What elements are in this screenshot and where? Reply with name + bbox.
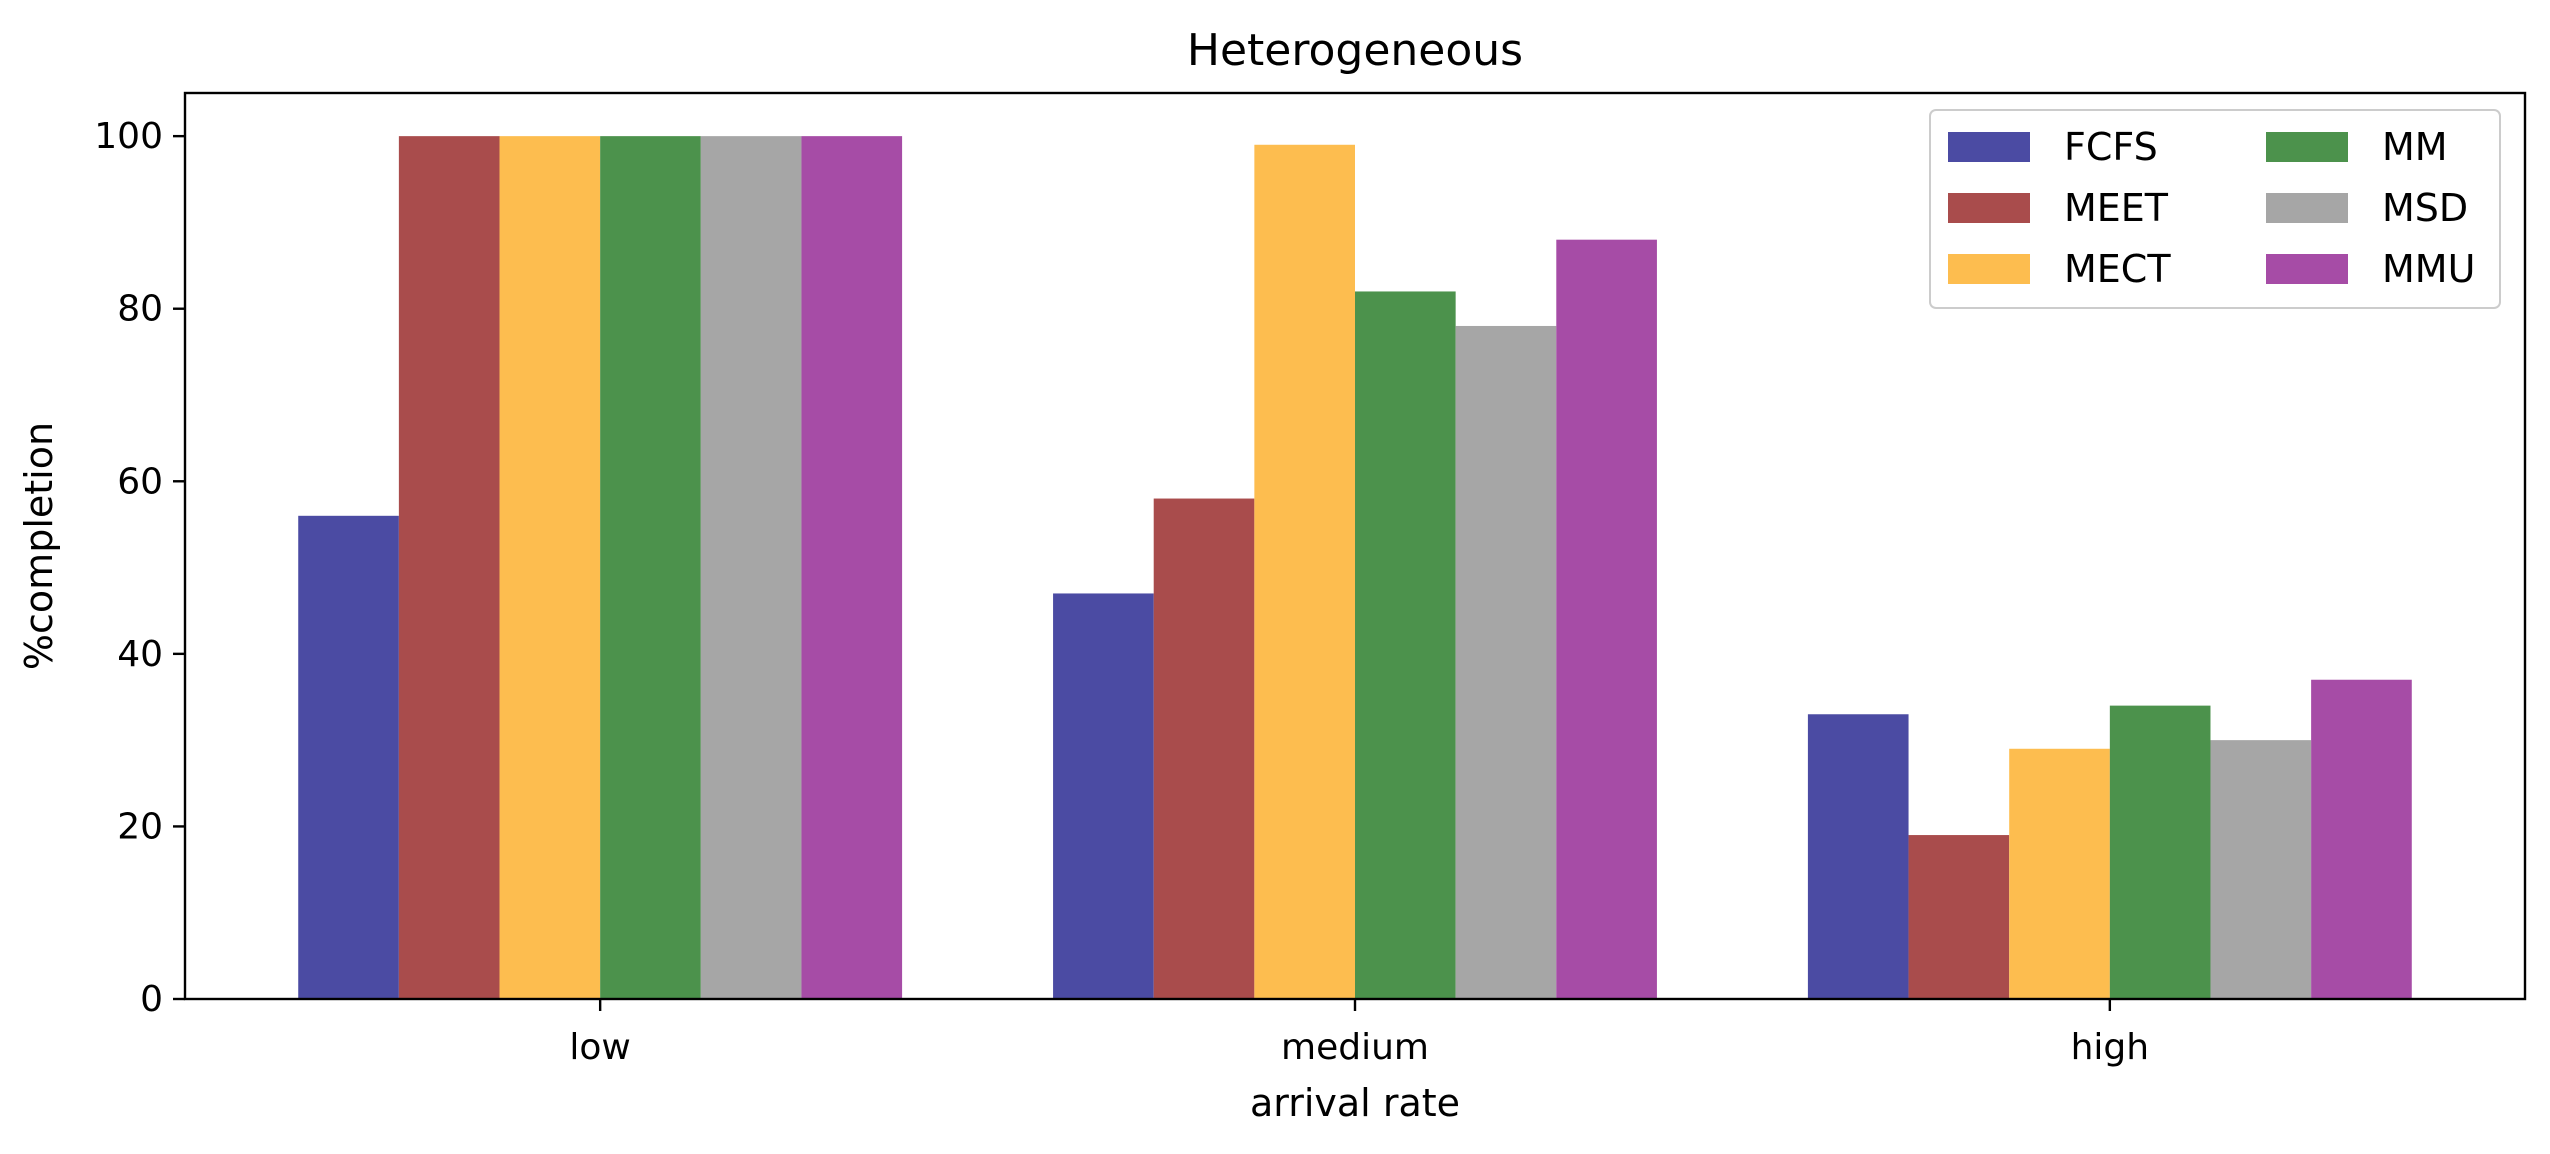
bar-mmu-medium xyxy=(1556,239,1657,999)
legend-swatch-msd xyxy=(2266,193,2348,223)
bar-mect-high xyxy=(2009,748,2110,999)
bar-fcfs-high xyxy=(1807,714,1909,999)
y-tick-label: 40 xyxy=(117,634,163,675)
y-tick-label: 0 xyxy=(140,979,163,1020)
bar-msd-low xyxy=(700,136,802,1000)
bar-msd-high xyxy=(2210,740,2312,999)
legend-label-mmu: MMU xyxy=(2382,247,2475,291)
y-tick-label: 60 xyxy=(117,461,163,502)
x-tick-label-low: low xyxy=(569,1027,630,1068)
legend-label-mm: MM xyxy=(2382,125,2448,169)
bar-mmu-low xyxy=(801,136,903,1000)
legend-swatch-mect xyxy=(1948,254,2030,284)
legend-swatch-meet xyxy=(1948,193,2030,223)
y-tick-label: 80 xyxy=(117,289,163,330)
bar-meet-high xyxy=(1908,835,2010,999)
bar-meet-medium xyxy=(1153,498,1255,999)
bar-mect-low xyxy=(499,136,601,1000)
legend-label-fcfs: FCFS xyxy=(2064,125,2158,169)
y-axis: 0 20 40 60 80 100 xyxy=(94,116,185,1020)
legend-label-msd: MSD xyxy=(2382,186,2468,230)
legend: FCFS MEET MECT MM MSD MMU xyxy=(1929,109,2501,309)
bar-mmu-high xyxy=(2311,679,2412,999)
y-tick-label: 100 xyxy=(94,116,163,157)
bar-fcfs-low xyxy=(298,515,399,999)
bars-group xyxy=(298,136,2412,1000)
legend-swatch-mm xyxy=(2266,132,2348,162)
legend-label-mect: MECT xyxy=(2064,247,2171,291)
bar-mm-low xyxy=(600,136,701,1000)
legend-swatch-fcfs xyxy=(1948,132,2030,162)
bar-mm-high xyxy=(2109,705,2211,999)
legend-swatch-mmu xyxy=(2266,254,2348,284)
bar-mect-medium xyxy=(1254,144,1355,999)
bar-fcfs-medium xyxy=(1053,593,1154,999)
legend-frame xyxy=(1929,109,2501,309)
x-tick-label-high: high xyxy=(2071,1027,2150,1068)
legend-label-meet: MEET xyxy=(2064,186,2169,230)
y-tick-label: 20 xyxy=(117,806,163,847)
bar-mm-medium xyxy=(1355,291,1456,999)
y-axis-label: %completion xyxy=(17,422,61,670)
bar-meet-low xyxy=(398,136,500,1000)
x-axis-label: arrival rate xyxy=(1250,1081,1460,1125)
x-axis: low medium high xyxy=(569,999,2149,1068)
chart-title: Heterogeneous xyxy=(1187,25,1523,76)
x-tick-label-medium: medium xyxy=(1281,1027,1429,1068)
bar-msd-medium xyxy=(1455,325,1557,999)
